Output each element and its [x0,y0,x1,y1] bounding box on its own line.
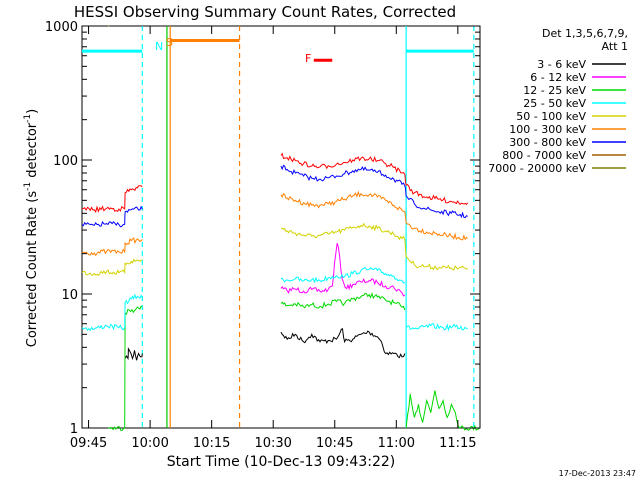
series-line-red [81,185,143,213]
annotation-night-label: N [155,40,163,53]
series-line-3-6-kev [124,347,143,361]
y-tick-label: 1 [70,422,78,437]
series-line-50-100-kev [281,222,468,271]
annotation-saa-label: S [166,36,173,49]
series-line-25-50-kev [81,293,143,332]
y-axis-label-main: Corrected Count Rate (s [25,191,40,348]
series-line-12-25-kev [405,390,481,431]
y-tick-label: 100 [53,154,78,169]
legend-label: 50 - 100 keV [516,110,586,123]
annotation-flare-label: F [305,52,311,65]
series-line-red [280,152,469,206]
legend-label: 7000 - 20000 keV [488,162,586,175]
y-axis-label-sup2: -1 [23,114,33,123]
legend-label: 100 - 300 keV [509,123,586,136]
x-tick-label: 10:45 [316,436,353,451]
series-line-50-100-kev [81,258,143,276]
plot-frame [81,25,481,429]
series-layer [81,25,481,432]
legend-header-1: Det 1,3,5,6,7,9, [542,27,628,40]
legend-header-2: Att 1 [602,40,628,53]
vertical-marker-lines [141,26,475,428]
y-axis-label: Corrected Count Rate (s-1 detector-1) [23,109,40,347]
axis-ticks: 09:45 10:00 10:15 10:30 10:45 11:00 11:15 1 10 10… [45,20,480,451]
series-line-100-300-kev [280,190,468,241]
legend-label: 6 - 12 keV [530,71,586,84]
y-axis-label-end: ) [25,109,40,114]
y-tick-label: 10 [61,288,78,303]
series-line-25-50-kev [405,323,468,332]
y-tick-label: 1000 [45,20,78,35]
series-line-12-25-kev [108,305,143,432]
series-line-300-800-kev [81,205,143,228]
legend-label: 800 - 7000 keV [502,149,586,162]
series-line-25-50-kev [280,266,406,284]
footer-timestamp: 17-Dec-2013 23:47 [559,469,636,478]
y-axis-label-mid: detector [25,122,40,182]
chart-title: HESSI Observing Summary Count Rates, Cor… [74,3,456,21]
x-tick-label: 11:15 [439,436,476,451]
legend-label: 25 - 50 keV [523,97,586,110]
series-line-100-300-kev [81,237,143,257]
x-tick-label: 10:30 [254,436,291,451]
series-line-3-6-kev [280,328,406,359]
x-tick-label: 10:15 [193,436,230,451]
x-tick-label: 10:00 [131,436,168,451]
series-line-12-25-kev [280,292,406,311]
x-tick-label: 09:45 [70,436,107,451]
legend-label: 3 - 6 keV [537,58,586,71]
x-axis-label: Start Time (10-Dec-13 09:43:22) [167,454,395,470]
series-line-6-12-kev [280,242,406,297]
legend-label: 300 - 800 keV [509,136,586,149]
series-line-300-800-kev [280,164,468,219]
status-bars [82,38,474,62]
y-axis-label-sup1: -1 [23,182,33,191]
x-tick-label: 11:00 [378,436,415,451]
legend-label: 12 - 25 keV [523,84,586,97]
